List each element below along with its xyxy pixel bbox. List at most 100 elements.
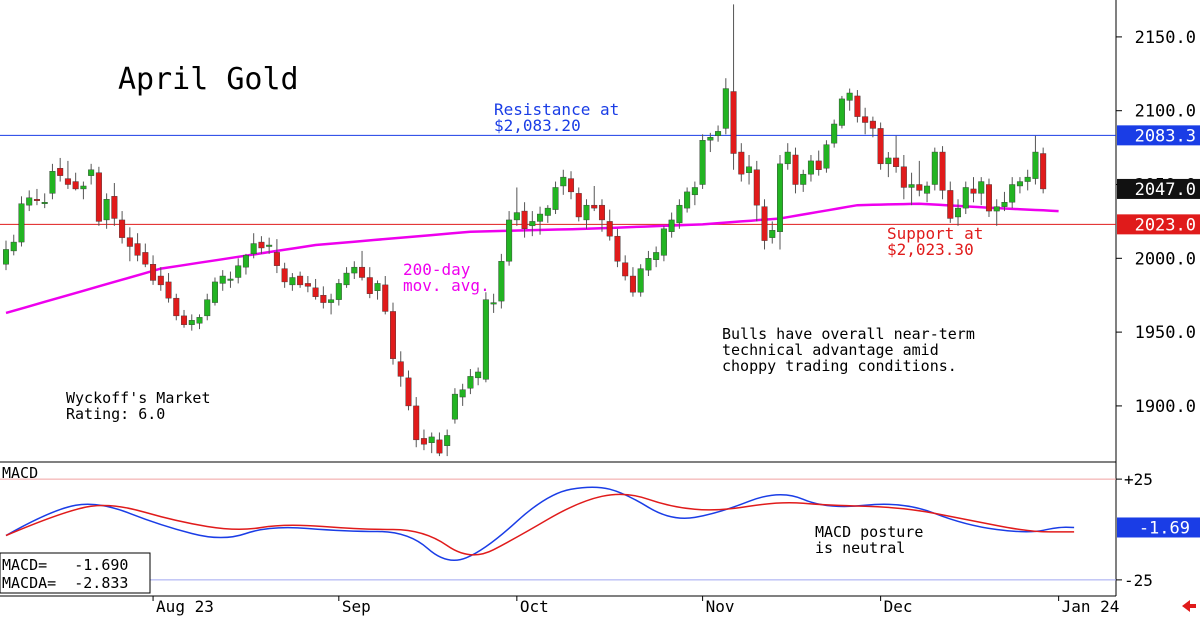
candle-body — [173, 297, 180, 317]
candle-down — [150, 255, 157, 285]
candle-body — [413, 405, 420, 441]
candle-body — [405, 377, 412, 407]
candle-body — [335, 283, 342, 300]
candle-down — [591, 185, 598, 212]
ma-label-line2: mov. avg. — [403, 276, 490, 295]
candle-body — [560, 176, 567, 187]
candle-up — [800, 169, 807, 192]
candle-body — [529, 221, 536, 227]
candle-body — [893, 157, 900, 167]
candle-down — [258, 236, 265, 254]
candle-body — [769, 230, 776, 238]
candle-up — [1024, 169, 1031, 191]
candle-down — [869, 116, 876, 138]
candle-body — [18, 203, 25, 243]
candle-body — [614, 235, 621, 262]
reference-lines — [0, 134, 1116, 225]
date-tick-label: Jan 24 — [1062, 597, 1120, 616]
candle-down — [134, 233, 141, 262]
candle-down — [382, 276, 389, 315]
candle-body — [699, 140, 706, 185]
candle-body — [676, 204, 683, 224]
candle-body — [746, 166, 753, 173]
candle-body — [428, 436, 435, 444]
candle-up — [490, 293, 497, 313]
price-tag-text: 2047.0 — [1135, 180, 1196, 200]
candle-down — [165, 273, 172, 303]
candle-body — [591, 204, 598, 209]
rating-line-2: Rating: 6.0 — [66, 405, 165, 423]
candle-down — [420, 429, 427, 451]
candle-up — [1009, 177, 1016, 209]
macd-axis-ticks: +25 -25 — [0, 470, 1153, 590]
candle-down — [366, 267, 373, 299]
candle-body — [730, 91, 737, 154]
candle-up — [537, 206, 544, 235]
candle-body — [684, 191, 691, 209]
candle-down — [436, 432, 443, 457]
price-tick-label: 1950.0 — [1135, 323, 1196, 343]
candle-down — [273, 239, 280, 274]
price-tick-label: 2150.0 — [1135, 28, 1196, 48]
candle-down — [413, 397, 420, 448]
candle-body — [807, 160, 814, 175]
candle-up — [668, 212, 675, 238]
candle-body — [660, 228, 667, 256]
candle-up — [88, 163, 95, 185]
candle-body — [482, 299, 489, 380]
candle-up — [196, 314, 203, 330]
candle-body — [204, 299, 211, 317]
candle-body — [95, 172, 102, 222]
candle-up — [823, 140, 830, 173]
candle-body — [931, 151, 938, 185]
candle-up — [482, 292, 489, 383]
candle-body — [266, 244, 273, 247]
candle-up — [80, 181, 87, 200]
date-tick-label: Aug 23 — [156, 597, 214, 616]
candle-down — [157, 267, 164, 291]
candle-body — [1040, 153, 1047, 190]
candle-body — [575, 193, 582, 218]
candle-up — [266, 237, 273, 254]
annotation-line-1: Bulls have overall near-term — [722, 325, 975, 343]
candle-down — [57, 157, 64, 182]
ma-label-line1: 200-day — [403, 260, 471, 279]
candle-body — [72, 181, 79, 190]
macd-series-macd — [5, 486, 1075, 561]
candle-body — [103, 199, 110, 221]
macd-tag-box — [1117, 517, 1200, 538]
candle-up — [10, 234, 17, 256]
candle-up — [1032, 135, 1039, 185]
candle-body — [521, 210, 528, 229]
candle-up — [242, 253, 249, 275]
price-tag-box — [1117, 214, 1200, 235]
price-tags: 2083.3 2047.0 2023.0 — [1117, 125, 1200, 235]
candle-body — [916, 184, 923, 191]
candle-down — [390, 302, 397, 365]
candle-down — [916, 160, 923, 197]
candle-up — [908, 172, 915, 206]
candle-body — [64, 178, 71, 185]
candle-up — [560, 169, 567, 195]
candle-body — [985, 184, 992, 212]
candle-up — [41, 193, 48, 209]
candle-body — [281, 268, 288, 283]
candle-body — [459, 389, 466, 398]
candle-up — [924, 181, 931, 203]
candle-down — [761, 199, 768, 250]
scroll-left-arrow-icon[interactable] — [1182, 600, 1196, 612]
candle-down — [64, 160, 71, 189]
candle-down — [606, 209, 613, 241]
macd-tick-label: -25 — [1124, 571, 1153, 590]
candle-up — [467, 369, 474, 395]
candle-body — [606, 221, 613, 237]
candle-down — [815, 150, 822, 176]
macd-annotation-line-2: is neutral — [815, 539, 905, 557]
candle-body — [57, 168, 64, 176]
chart-title: April Gold — [118, 62, 299, 97]
candle-down — [95, 166, 102, 226]
candle-body — [420, 438, 427, 445]
candle-up — [250, 233, 257, 259]
candle-body — [273, 252, 280, 266]
candle-body — [150, 264, 157, 281]
